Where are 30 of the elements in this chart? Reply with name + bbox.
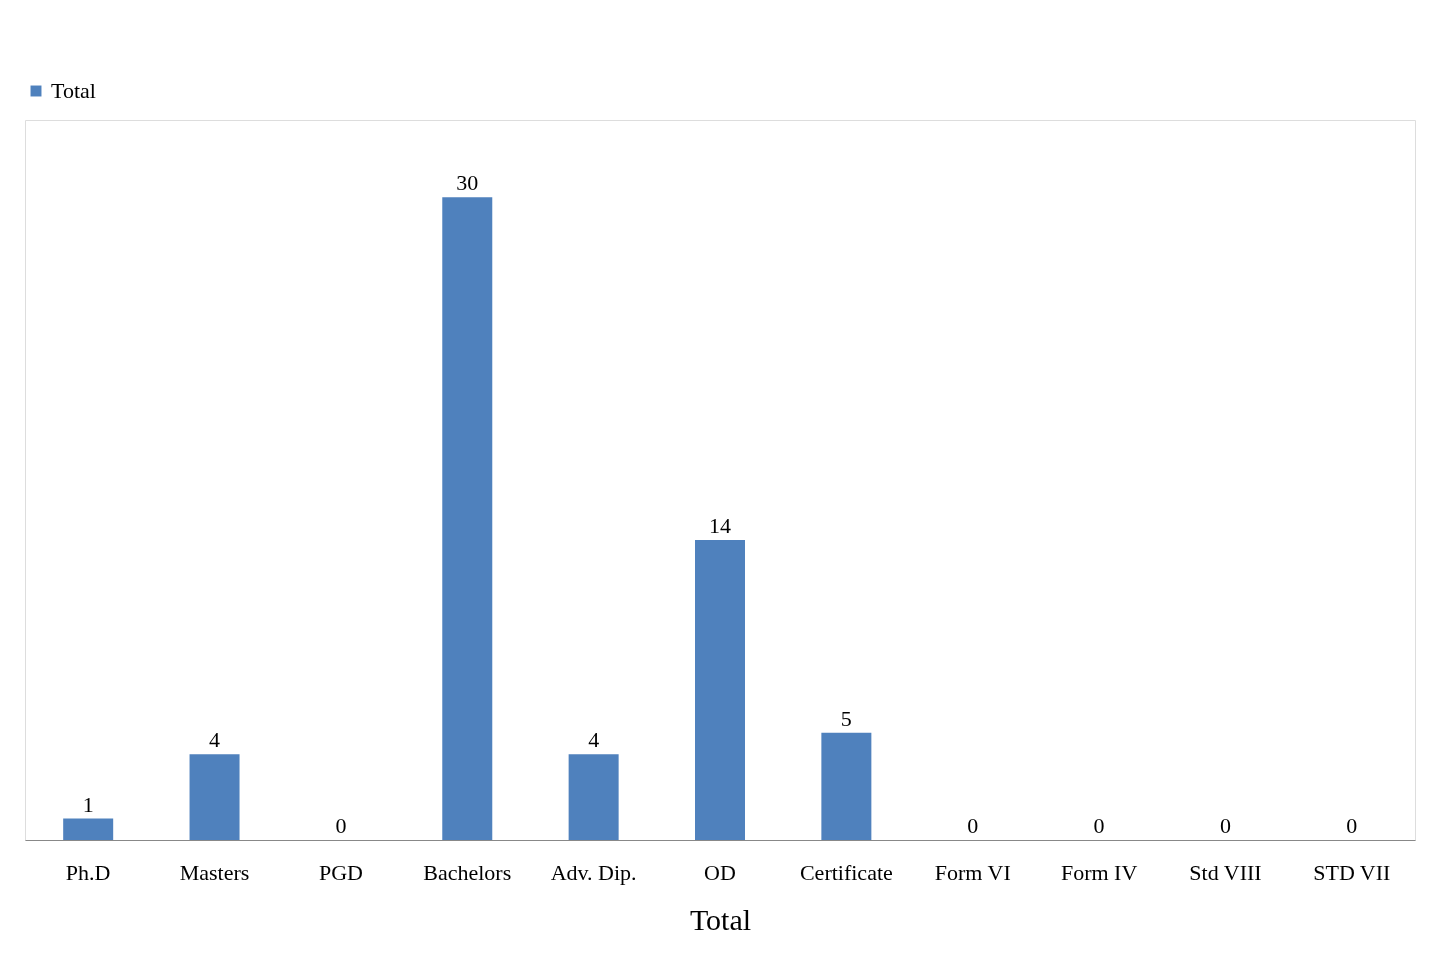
x-tick-label: Certificate	[799, 859, 893, 885]
bar	[568, 754, 619, 840]
bar	[695, 540, 745, 840]
data-label: 14	[709, 513, 731, 538]
x-tick-label: Form IV	[1060, 859, 1138, 885]
x-tick-label: Masters	[179, 859, 250, 885]
x-tick-label: Form VI	[934, 859, 1011, 885]
x-tick-label: Ph.D	[65, 859, 111, 885]
data-label: 0	[1093, 813, 1105, 838]
bar	[189, 754, 240, 840]
data-label: 5	[840, 705, 852, 731]
x-tick-label: OD	[704, 859, 736, 885]
x-tick-label: Adv. Dip.	[550, 859, 637, 885]
data-label: 0	[335, 813, 347, 838]
x-axis-title: Total	[689, 902, 752, 936]
data-label: 0	[967, 813, 979, 838]
bar	[442, 197, 493, 840]
data-label: 0	[1346, 813, 1358, 838]
data-label: 4	[588, 727, 600, 753]
data-label: 0	[1219, 813, 1231, 838]
bar	[63, 818, 114, 840]
data-label: 4	[209, 727, 221, 753]
legend-label: Total	[51, 78, 96, 103]
x-tick-label: Std VIII	[1189, 859, 1262, 885]
x-tick-label: Bachelors	[423, 859, 512, 885]
data-label: 30	[456, 170, 479, 196]
bar	[821, 732, 872, 840]
data-label: 1	[82, 791, 94, 817]
x-tick-label: STD VII	[1313, 859, 1391, 885]
x-tick-label: PGD	[318, 859, 363, 885]
